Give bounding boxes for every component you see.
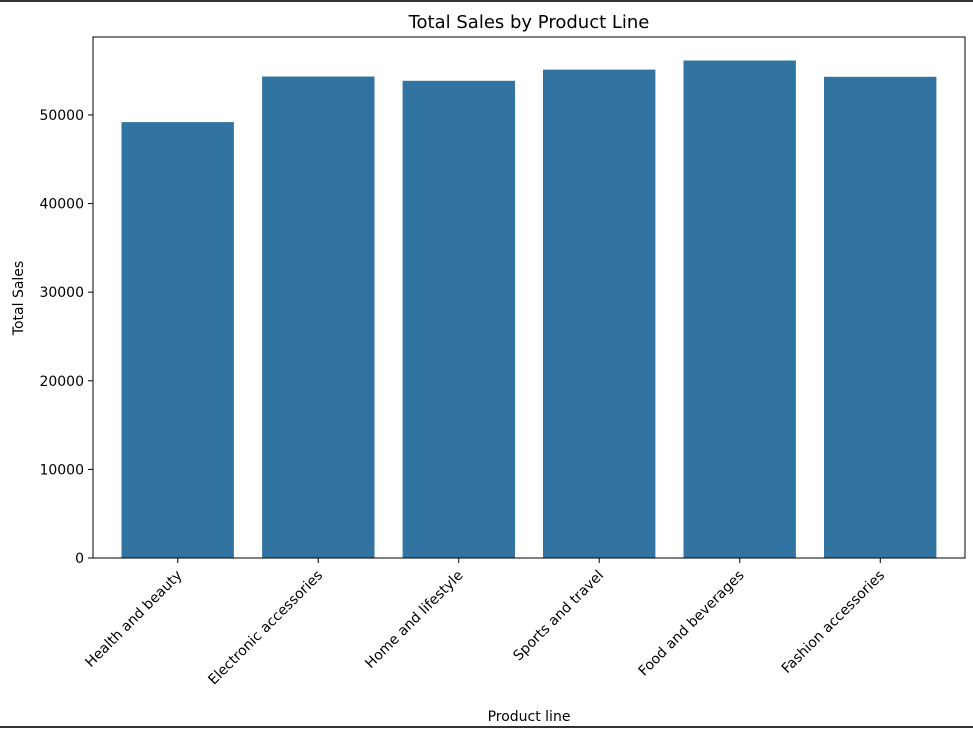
chart-title: Total Sales by Product Line: [408, 12, 650, 33]
x-tick-label: Electronic accessories: [205, 568, 326, 689]
bar: [683, 60, 796, 558]
y-tick-label: 20000: [39, 374, 84, 390]
y-tick-label: 40000: [39, 197, 84, 213]
bar: [402, 80, 515, 559]
plot-area-frame: [92, 36, 966, 559]
x-axis-ticks: Health and beauty Electronic accessories H…: [82, 558, 888, 688]
bar: [824, 76, 937, 559]
x-tick-label: Sports and travel: [510, 568, 607, 665]
y-tick-label: 50000: [39, 108, 84, 124]
x-tick-label: Home and lifestyle: [362, 568, 466, 672]
x-axis-label: Product line: [488, 709, 571, 725]
bar: [543, 69, 656, 558]
bar: [121, 122, 234, 558]
top-border: [0, 0, 973, 2]
x-tick-label: Fashion accessories: [779, 568, 888, 677]
bar: [262, 76, 375, 558]
bottom-border: [0, 726, 973, 728]
y-axis-ticks: 0 10000 20000 30000 40000 50000: [39, 108, 93, 567]
y-tick-label: 0: [75, 551, 84, 567]
bars-group: [121, 60, 937, 559]
x-tick-label: Food and beverages: [636, 568, 748, 680]
x-tick-label: Health and beauty: [82, 568, 185, 671]
y-tick-label: 10000: [39, 462, 84, 478]
y-tick-label: 30000: [39, 285, 84, 301]
y-axis-label: Total Sales: [11, 261, 27, 336]
